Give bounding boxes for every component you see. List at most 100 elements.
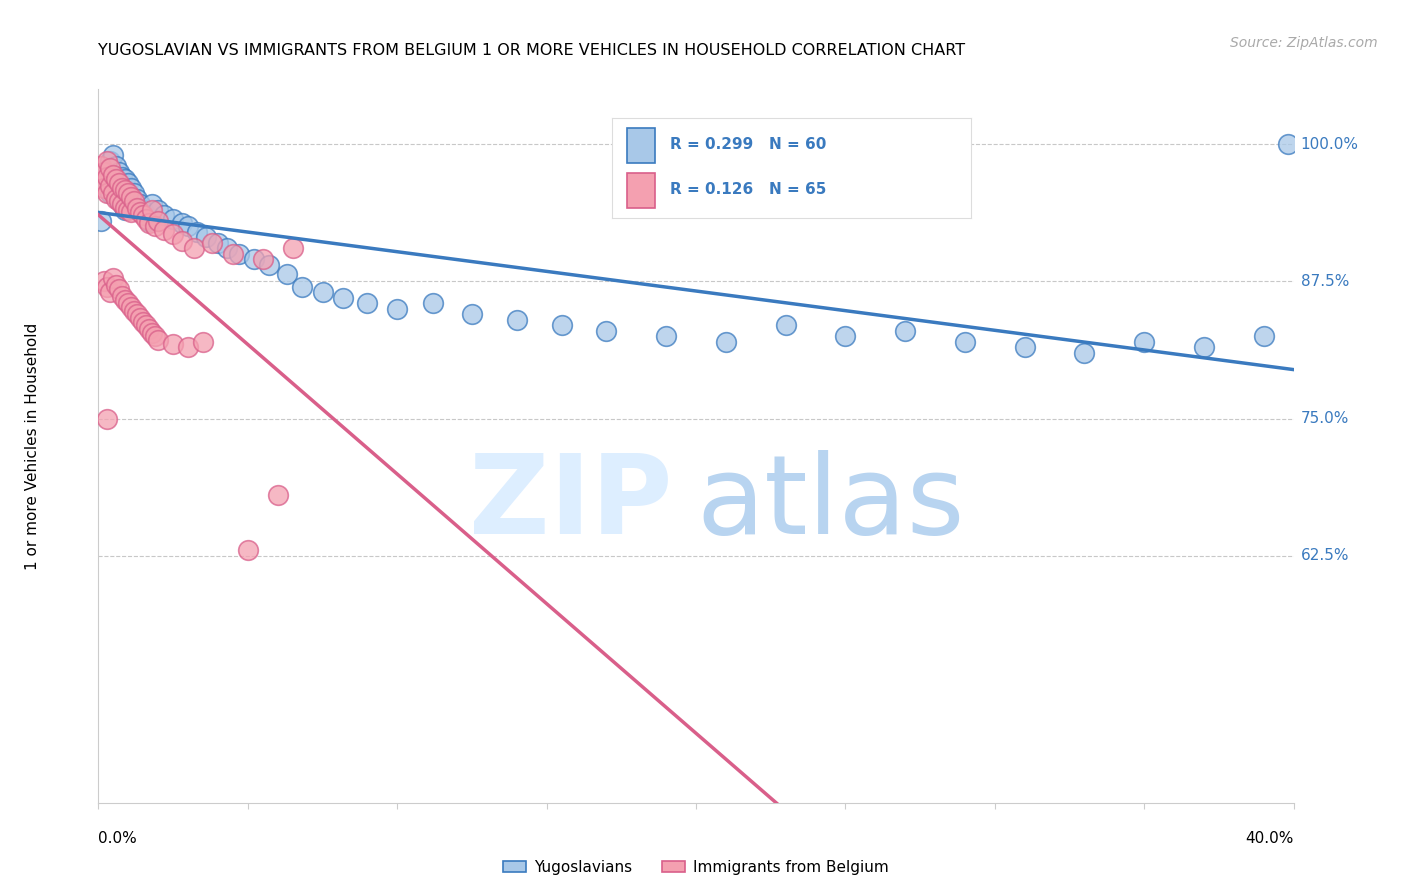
Point (96, 411, 118, 425)
Point (267, 488, 290, 502)
Point (117, 176, 139, 190)
Point (172, 216, 194, 230)
Point (207, 235, 229, 250)
Point (177, 340, 200, 354)
Point (148, 202, 170, 217)
Point (114, 172, 136, 186)
Point (117, 296, 139, 310)
Point (105, 192, 128, 206)
Point (332, 291, 354, 305)
Point (124, 194, 146, 209)
Point (148, 214, 170, 228)
Point (127, 192, 149, 206)
Point (117, 202, 139, 217)
Point (894, 324, 917, 338)
Point (422, 296, 444, 310)
Point (834, 329, 856, 343)
Point (177, 219, 200, 234)
Point (141, 197, 163, 211)
Point (120, 205, 142, 219)
Point (1253, 329, 1275, 343)
Point (148, 333, 170, 347)
Point (1073, 345, 1095, 359)
Point (135, 211, 157, 226)
Point (96, 153, 118, 168)
Text: ZIP: ZIP (468, 450, 672, 557)
Text: YUGOSLAVIAN VS IMMIGRANTS FROM BELGIUM 1 OR MORE VEHICLES IN HOUSEHOLD CORRELATI: YUGOSLAVIAN VS IMMIGRANTS FROM BELGIUM 1… (98, 43, 966, 58)
Point (138, 214, 160, 228)
Point (114, 202, 136, 217)
Point (461, 307, 484, 321)
Point (93, 169, 115, 184)
Point (1133, 334, 1156, 349)
Point (127, 307, 149, 321)
Point (172, 234, 194, 248)
Point (775, 318, 797, 333)
Point (550, 318, 572, 333)
Point (90, 159, 112, 173)
Point (124, 304, 146, 318)
Point (120, 181, 142, 195)
Point (153, 209, 176, 223)
Legend: Yugoslavians, Immigrants from Belgium: Yugoslavians, Immigrants from Belgium (498, 854, 894, 880)
Point (385, 301, 409, 316)
Point (132, 202, 155, 217)
Point (98, 285, 122, 300)
Point (108, 194, 131, 209)
Point (183, 241, 205, 255)
Point (117, 197, 139, 211)
Point (1192, 340, 1215, 354)
Point (111, 169, 134, 184)
Point (290, 280, 312, 294)
Point (114, 293, 136, 307)
Point (228, 247, 250, 261)
Point (356, 296, 378, 310)
Point (595, 324, 617, 338)
Point (143, 329, 166, 343)
Point (138, 216, 160, 230)
Point (111, 197, 134, 211)
Point (96, 186, 118, 201)
Point (162, 227, 184, 241)
Point (162, 211, 184, 226)
Point (129, 310, 152, 325)
Point (114, 201, 136, 215)
Point (281, 241, 304, 255)
Point (90, 176, 112, 190)
Point (111, 197, 134, 211)
Point (236, 543, 259, 558)
Point (124, 186, 146, 201)
Point (1014, 340, 1036, 354)
Point (96, 280, 118, 294)
Point (111, 181, 134, 195)
Point (120, 300, 142, 314)
Point (103, 148, 125, 162)
Point (162, 337, 184, 351)
Point (96, 181, 118, 195)
Point (105, 277, 128, 292)
Text: 100.0%: 100.0% (1301, 136, 1358, 152)
Point (103, 186, 125, 201)
Point (257, 258, 280, 272)
Point (506, 312, 529, 326)
Point (135, 318, 157, 333)
Text: 87.5%: 87.5% (1301, 274, 1348, 289)
Point (1277, 137, 1299, 152)
Point (135, 209, 157, 223)
Point (108, 282, 131, 296)
Point (98, 161, 122, 176)
Point (105, 186, 128, 201)
Text: 75.0%: 75.0% (1301, 411, 1348, 426)
Point (120, 190, 142, 204)
Point (141, 326, 163, 340)
Point (953, 334, 976, 349)
Point (129, 197, 152, 211)
Point (105, 172, 128, 186)
Point (93, 164, 115, 178)
Point (153, 223, 176, 237)
Text: 0.0%: 0.0% (98, 831, 138, 847)
Point (117, 186, 139, 201)
Point (655, 329, 678, 343)
Point (105, 159, 128, 173)
Point (103, 271, 125, 285)
